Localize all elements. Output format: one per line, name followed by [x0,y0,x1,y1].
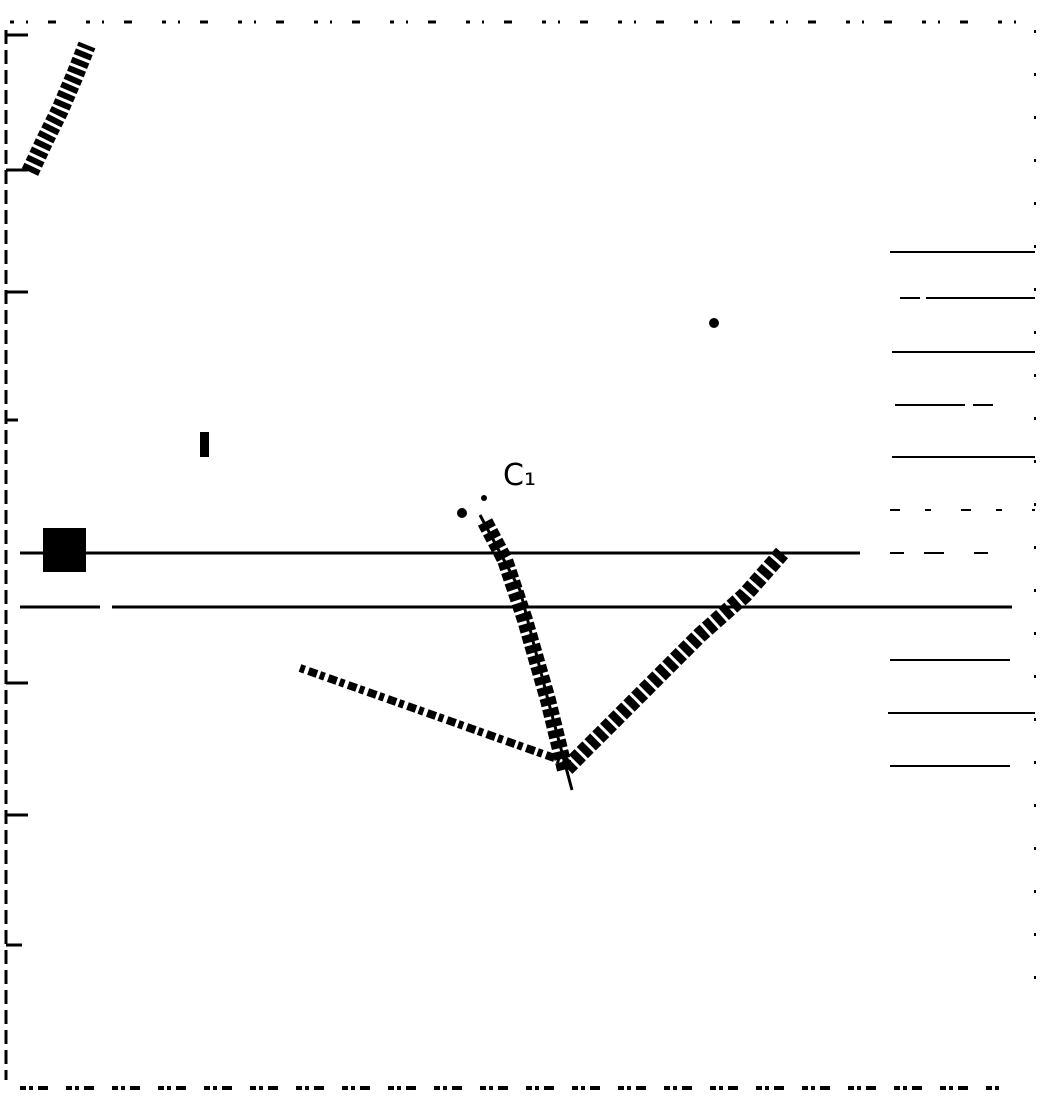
trace-label: C₁ [503,458,536,493]
dot [457,508,467,518]
block [43,528,86,572]
scan: C₁ [0,0,1045,1101]
page: C₁ (() => { const data = JSON.parse(docu… [0,0,1045,1101]
background [0,0,1045,1101]
dot [481,495,487,501]
mark [200,432,209,457]
dot [709,318,719,328]
